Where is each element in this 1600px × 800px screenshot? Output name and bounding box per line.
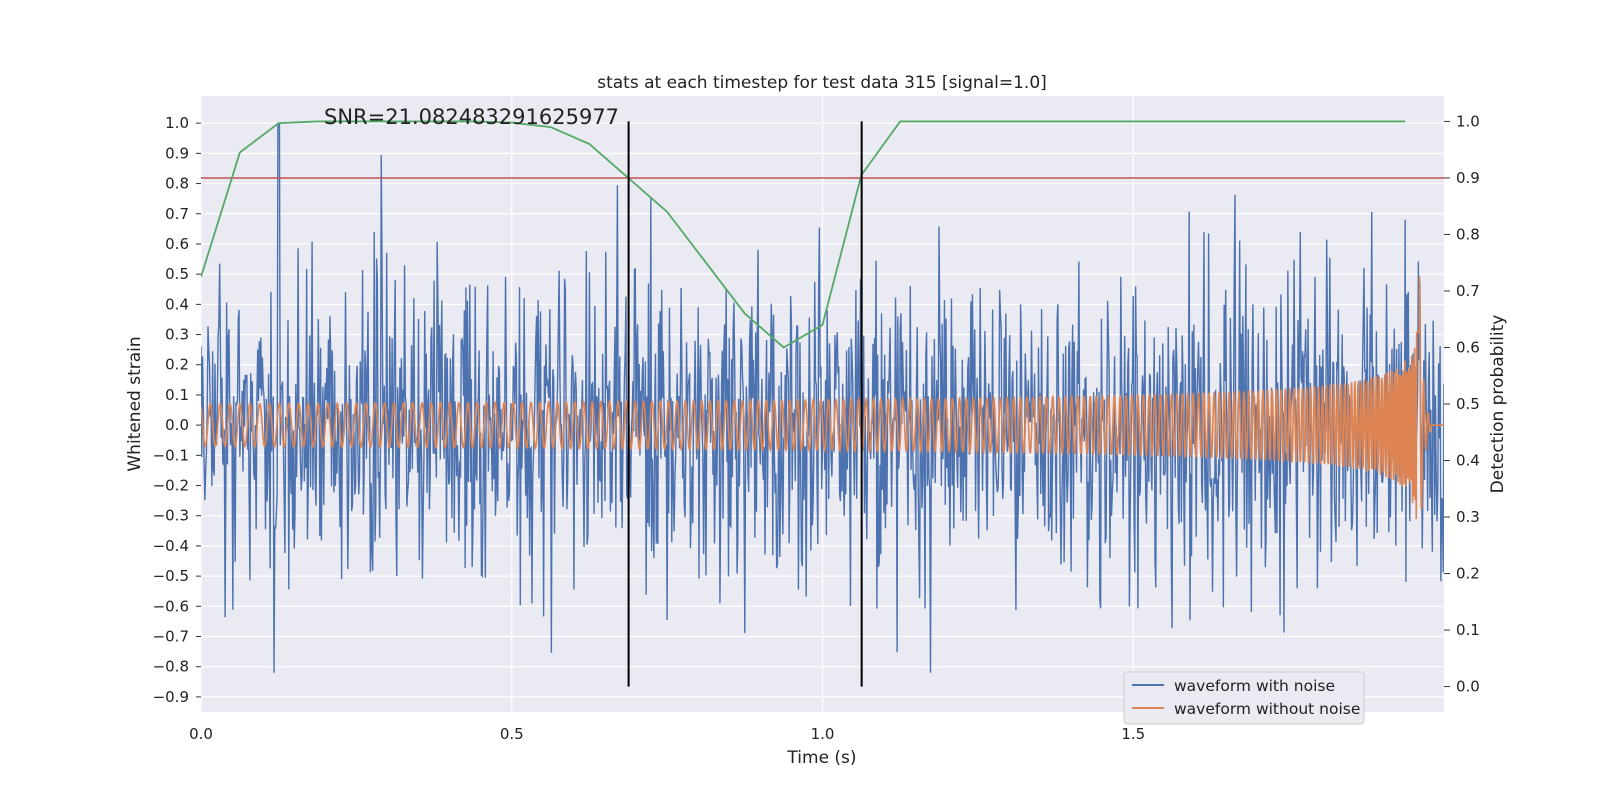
detection-probability-line: [201, 120, 1406, 349]
y-tick-label-left: 0.0: [165, 416, 189, 434]
x-axis-label: Time (s): [786, 748, 856, 768]
y-tick-label-left: −0.4: [153, 537, 189, 555]
y-tick-label-left: −0.6: [153, 597, 189, 615]
y-axis-left-label: Whitened strain: [125, 336, 145, 471]
y-tick-label-left: −0.3: [153, 507, 189, 525]
y-tick-label-right: 0.5: [1456, 395, 1480, 413]
x-tick-label: 1.0: [811, 725, 835, 743]
y-tick-label-left: −0.2: [153, 477, 189, 495]
y-tick-label-right: 0.4: [1456, 452, 1480, 470]
y-axis-right-label: Detection probability: [1488, 315, 1508, 494]
y-tick-label-right: 0.9: [1456, 169, 1480, 187]
y-tick-label-left: −0.5: [153, 567, 189, 585]
y-tick-label-left: 0.3: [165, 326, 189, 344]
y-tick-label-left: −0.9: [153, 688, 189, 706]
y-tick-label-right: 0.7: [1456, 282, 1480, 300]
y-tick-label-right: 0.8: [1456, 225, 1480, 243]
y-tick-label-right: 0.6: [1456, 338, 1480, 356]
y-axis-left-ticks: 1.0 0.9 0.8 0.7 0.6 0.5 0.4 0.3 0.2 0.1 0.0 −0.1 −0.…: [153, 114, 201, 706]
y-tick-label-left: 0.6: [165, 235, 189, 253]
x-tick-label: 1.5: [1121, 725, 1145, 743]
y-tick-label-left: 0.9: [165, 144, 189, 162]
y-tick-label-left: −0.8: [153, 658, 189, 676]
x-axis-ticks: 0.0 0.5 1.0 1.5: [189, 725, 1145, 743]
waveform-with-noise-line: [201, 122, 1444, 673]
y-tick-label-right: 0.1: [1456, 621, 1480, 639]
chart-title: stats at each timestep for test data 315…: [597, 73, 1047, 93]
legend-label-noise: waveform with noise: [1174, 677, 1335, 695]
y-tick-label-left: −0.7: [153, 628, 189, 646]
waveform-without-noise-line: [201, 276, 1444, 520]
y-tick-label-left: 0.1: [165, 386, 189, 404]
legend-box: [1123, 671, 1365, 725]
legend: waveform with noise waveform without noi…: [1123, 671, 1365, 725]
snr-annotation: SNR=21.082483291625977: [324, 105, 619, 129]
x-tick-label: 0.5: [500, 725, 524, 743]
y-tick-label-right: 0.2: [1456, 565, 1480, 583]
y-tick-label-left: 0.5: [165, 265, 189, 283]
y-axis-right-ticks: 1.0 0.9 0.8 0.7 0.6 0.5 0.4 0.3 0.2 0.1 0.0: [1444, 112, 1480, 696]
y-tick-label-left: 1.0: [165, 114, 189, 132]
y-tick-label-right: 1.0: [1456, 112, 1480, 130]
y-tick-label-right: 0.0: [1456, 678, 1480, 696]
y-tick-label-left: −0.1: [153, 446, 189, 464]
y-tick-label-left: 0.2: [165, 356, 189, 374]
y-tick-label-right: 0.3: [1456, 508, 1480, 526]
x-tick-label: 0.0: [189, 725, 213, 743]
y-tick-label-left: 0.8: [165, 175, 189, 193]
legend-label-clean: waveform without noise: [1174, 700, 1360, 718]
y-tick-label-left: 0.7: [165, 205, 189, 223]
y-tick-label-left: 0.4: [165, 295, 189, 313]
